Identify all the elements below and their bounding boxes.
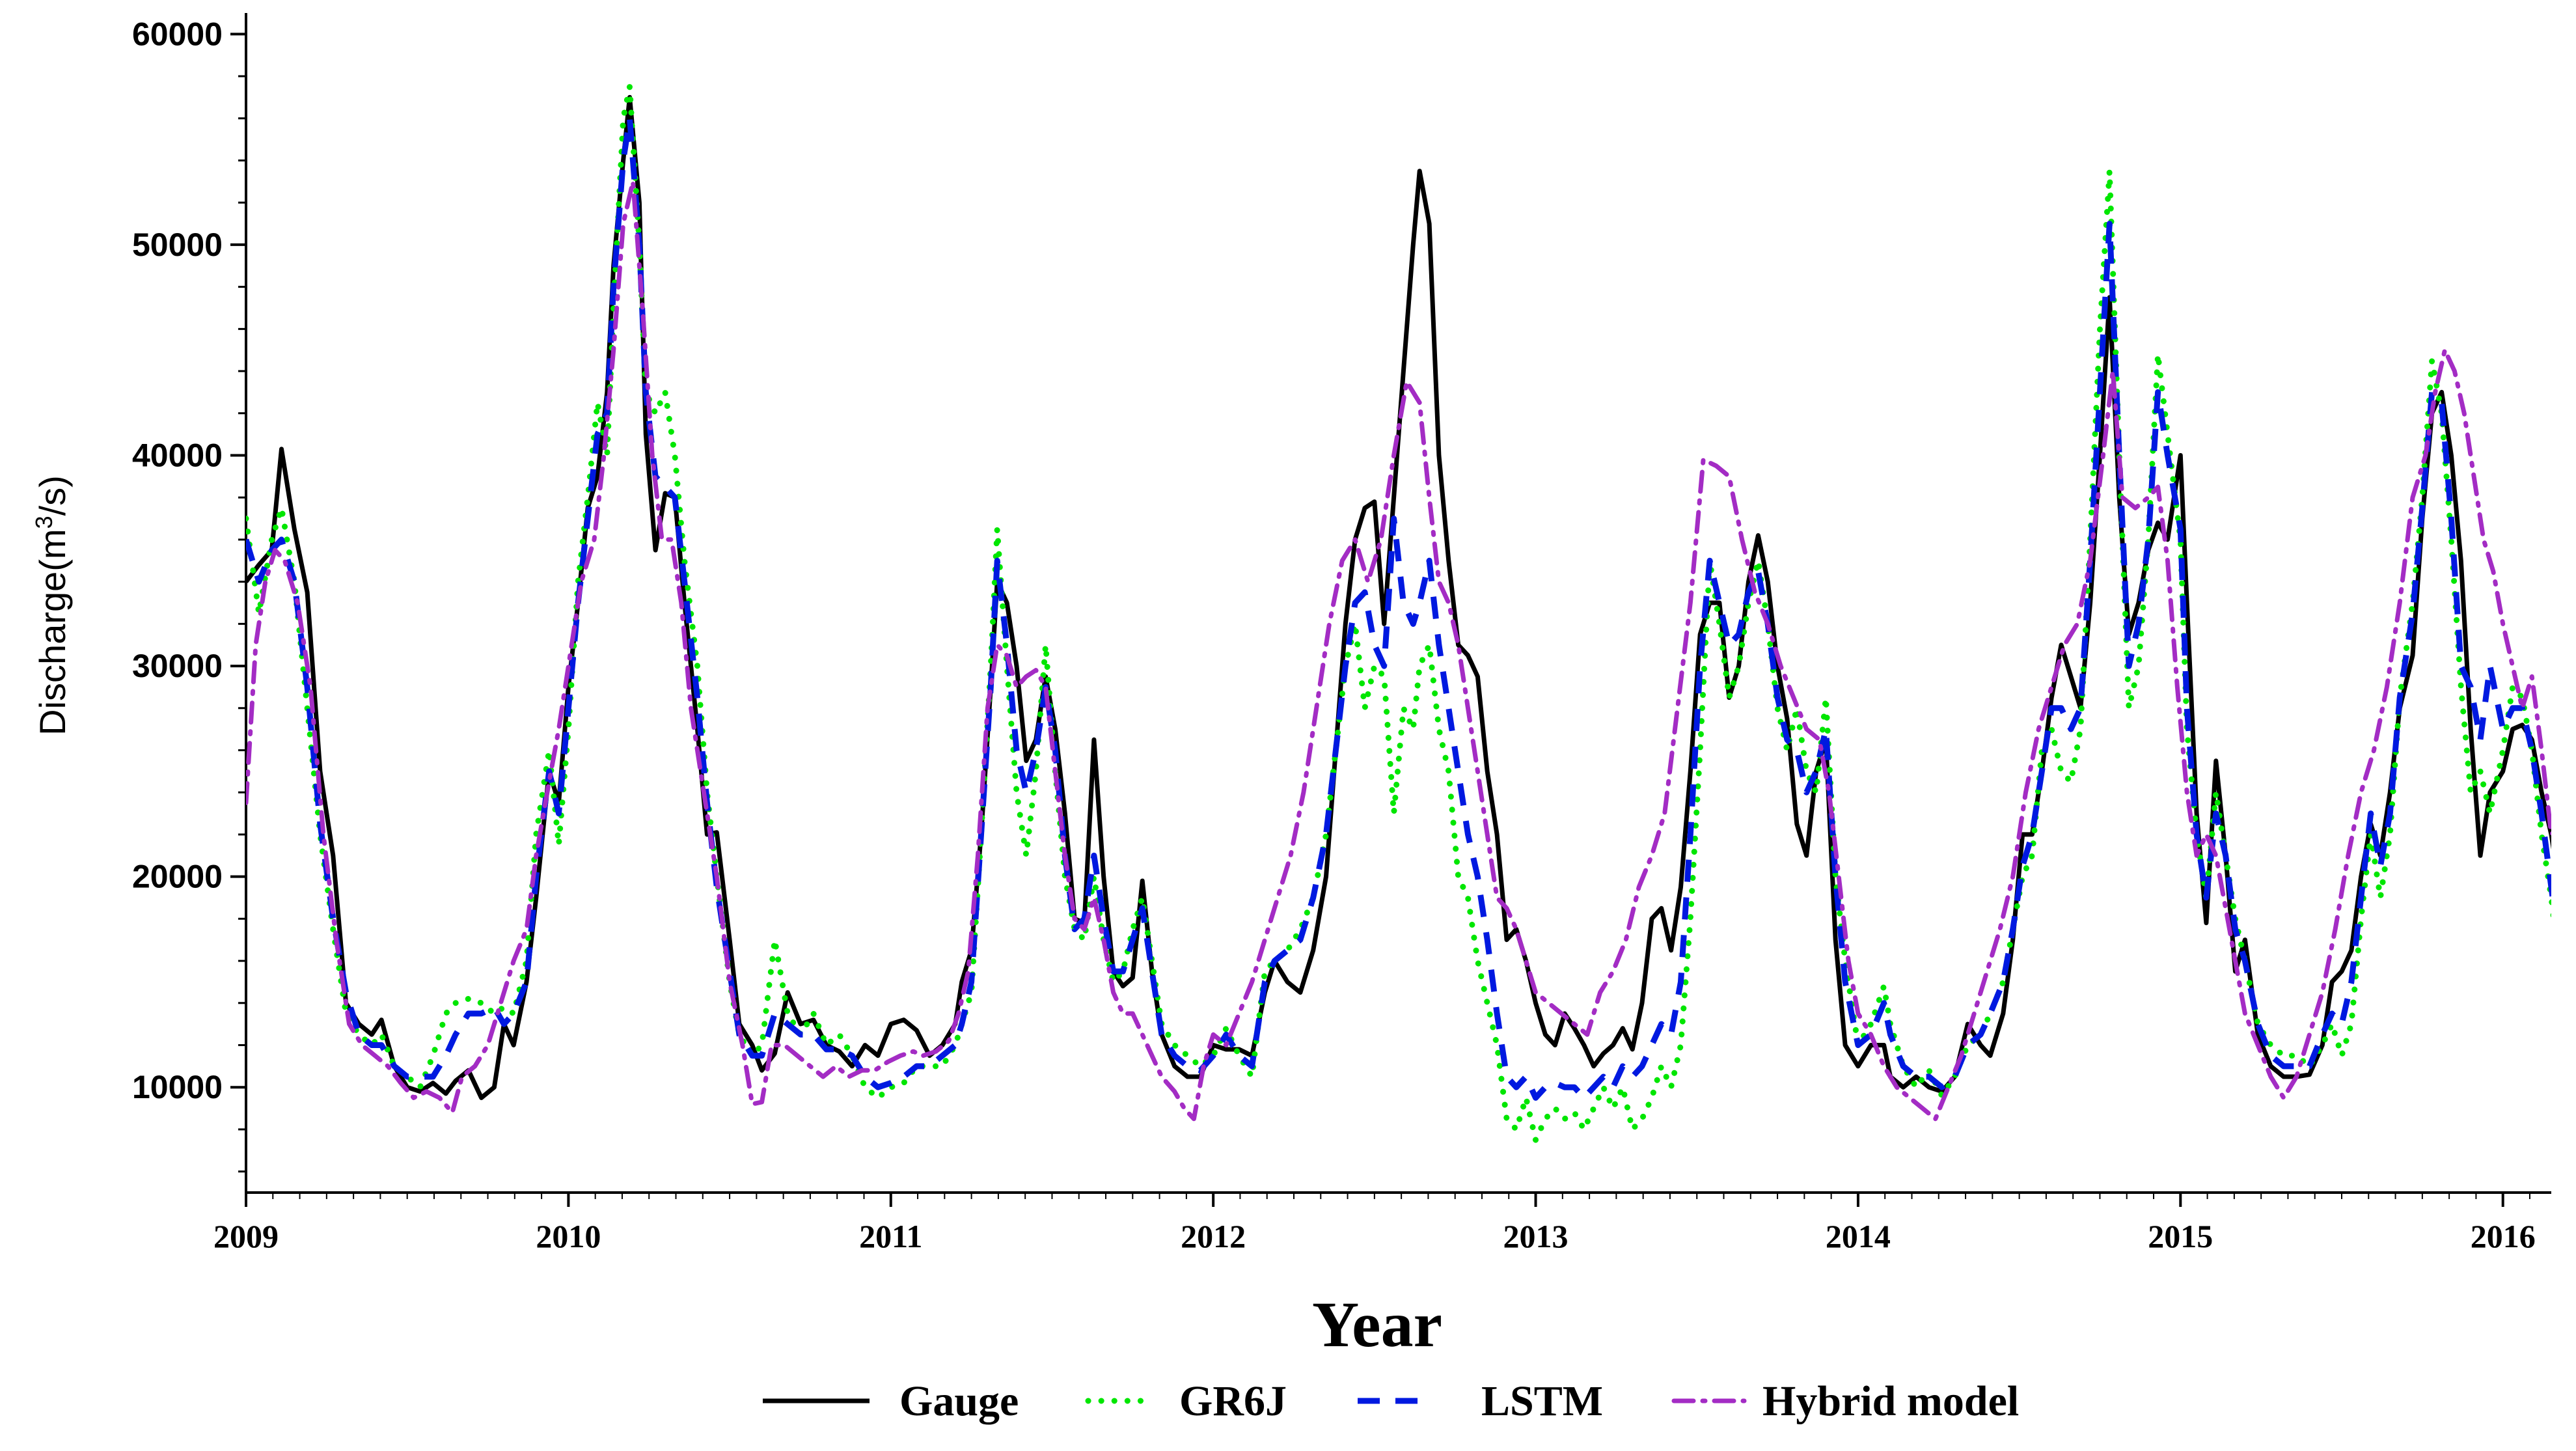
y-tick-label: 40000 (132, 437, 223, 474)
x-tick-label: 2016 (2471, 1218, 2536, 1254)
y-tick-label: 50000 (132, 227, 223, 263)
x-tick-label: 2010 (536, 1218, 601, 1254)
x-tick-label: 2012 (1181, 1218, 1246, 1254)
x-tick-label: 2011 (859, 1218, 922, 1254)
legend: Gauge GR6J LSTM Hybrid model (763, 1377, 2019, 1425)
y-axis-title-prefix: Discharge(m (32, 529, 73, 735)
y-axis-title-superscript: 3 (31, 516, 57, 529)
legend-label-gauge: Gauge (899, 1377, 1019, 1425)
x-tick-label: 2013 (1503, 1218, 1569, 1254)
series-hybrid-model-line (246, 179, 2551, 1122)
y-tick-label: 30000 (132, 648, 223, 684)
tick-labels: 10000 20000 30000 40000 50000 60000 2009 2010 20… (132, 16, 2536, 1254)
y-axis-title: Discharge(m3/s) (31, 475, 73, 736)
legend-label-lstm: LSTM (1481, 1377, 1603, 1425)
x-tick-label: 2015 (2148, 1218, 2213, 1254)
axes (230, 13, 2551, 1207)
series-layer (246, 83, 2551, 1143)
y-tick-label: 60000 (132, 16, 223, 52)
x-tick-label: 2014 (1826, 1218, 1891, 1254)
legend-label-gr6j: GR6J (1179, 1377, 1287, 1425)
series-lstm-line (246, 115, 2551, 1101)
series-gr6j-line (246, 83, 2551, 1143)
legend-label-hybrid-model: Hybrid model (1762, 1377, 2019, 1425)
x-tick-label: 2009 (213, 1218, 279, 1254)
y-tick-label: 10000 (132, 1069, 223, 1105)
series-gauge-line (246, 94, 2551, 1100)
y-axis-title-suffix: /s) (32, 475, 73, 516)
y-tick-label: 20000 (132, 859, 223, 895)
x-axis-title: Year (1312, 1288, 1442, 1361)
